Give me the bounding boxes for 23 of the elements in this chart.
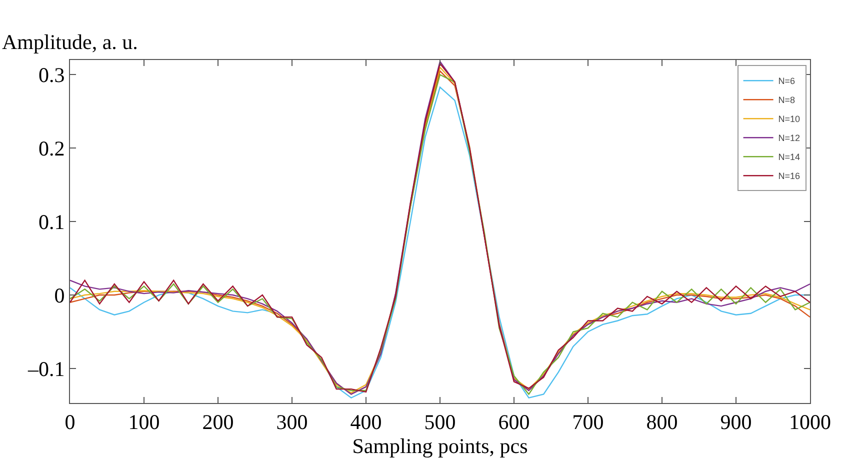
legend-label: N=8 xyxy=(778,95,796,106)
x-axis-title: Sampling points, pcs xyxy=(352,434,528,458)
y-tick-label: 0.1 xyxy=(38,210,65,234)
y-axis-title: Amplitude, a. u. xyxy=(2,30,138,54)
x-tick-label: 500 xyxy=(424,410,456,434)
x-tick-label: 900 xyxy=(720,410,752,434)
x-tick-label: 800 xyxy=(646,410,678,434)
legend-label: N=12 xyxy=(778,133,800,144)
x-tick-label: 1000 xyxy=(789,410,831,434)
legend-label: N=16 xyxy=(778,171,800,182)
x-tick-label: 400 xyxy=(350,410,382,434)
legend-label: N=6 xyxy=(778,76,796,86)
legend-label: N=14 xyxy=(778,152,800,162)
legend-label: N=10 xyxy=(778,114,800,124)
x-tick-label: 300 xyxy=(276,410,308,434)
y-tick-label: –0.1 xyxy=(27,356,65,381)
x-tick-label: 600 xyxy=(498,410,530,434)
x-tick-label: 700 xyxy=(572,410,604,434)
y-tick-label: 0.3 xyxy=(38,63,65,88)
y-tick-label: 0.2 xyxy=(38,136,65,160)
x-tick-label: 200 xyxy=(202,410,234,434)
x-tick-label: 100 xyxy=(128,410,160,434)
y-tick-label: 0 xyxy=(54,283,65,308)
